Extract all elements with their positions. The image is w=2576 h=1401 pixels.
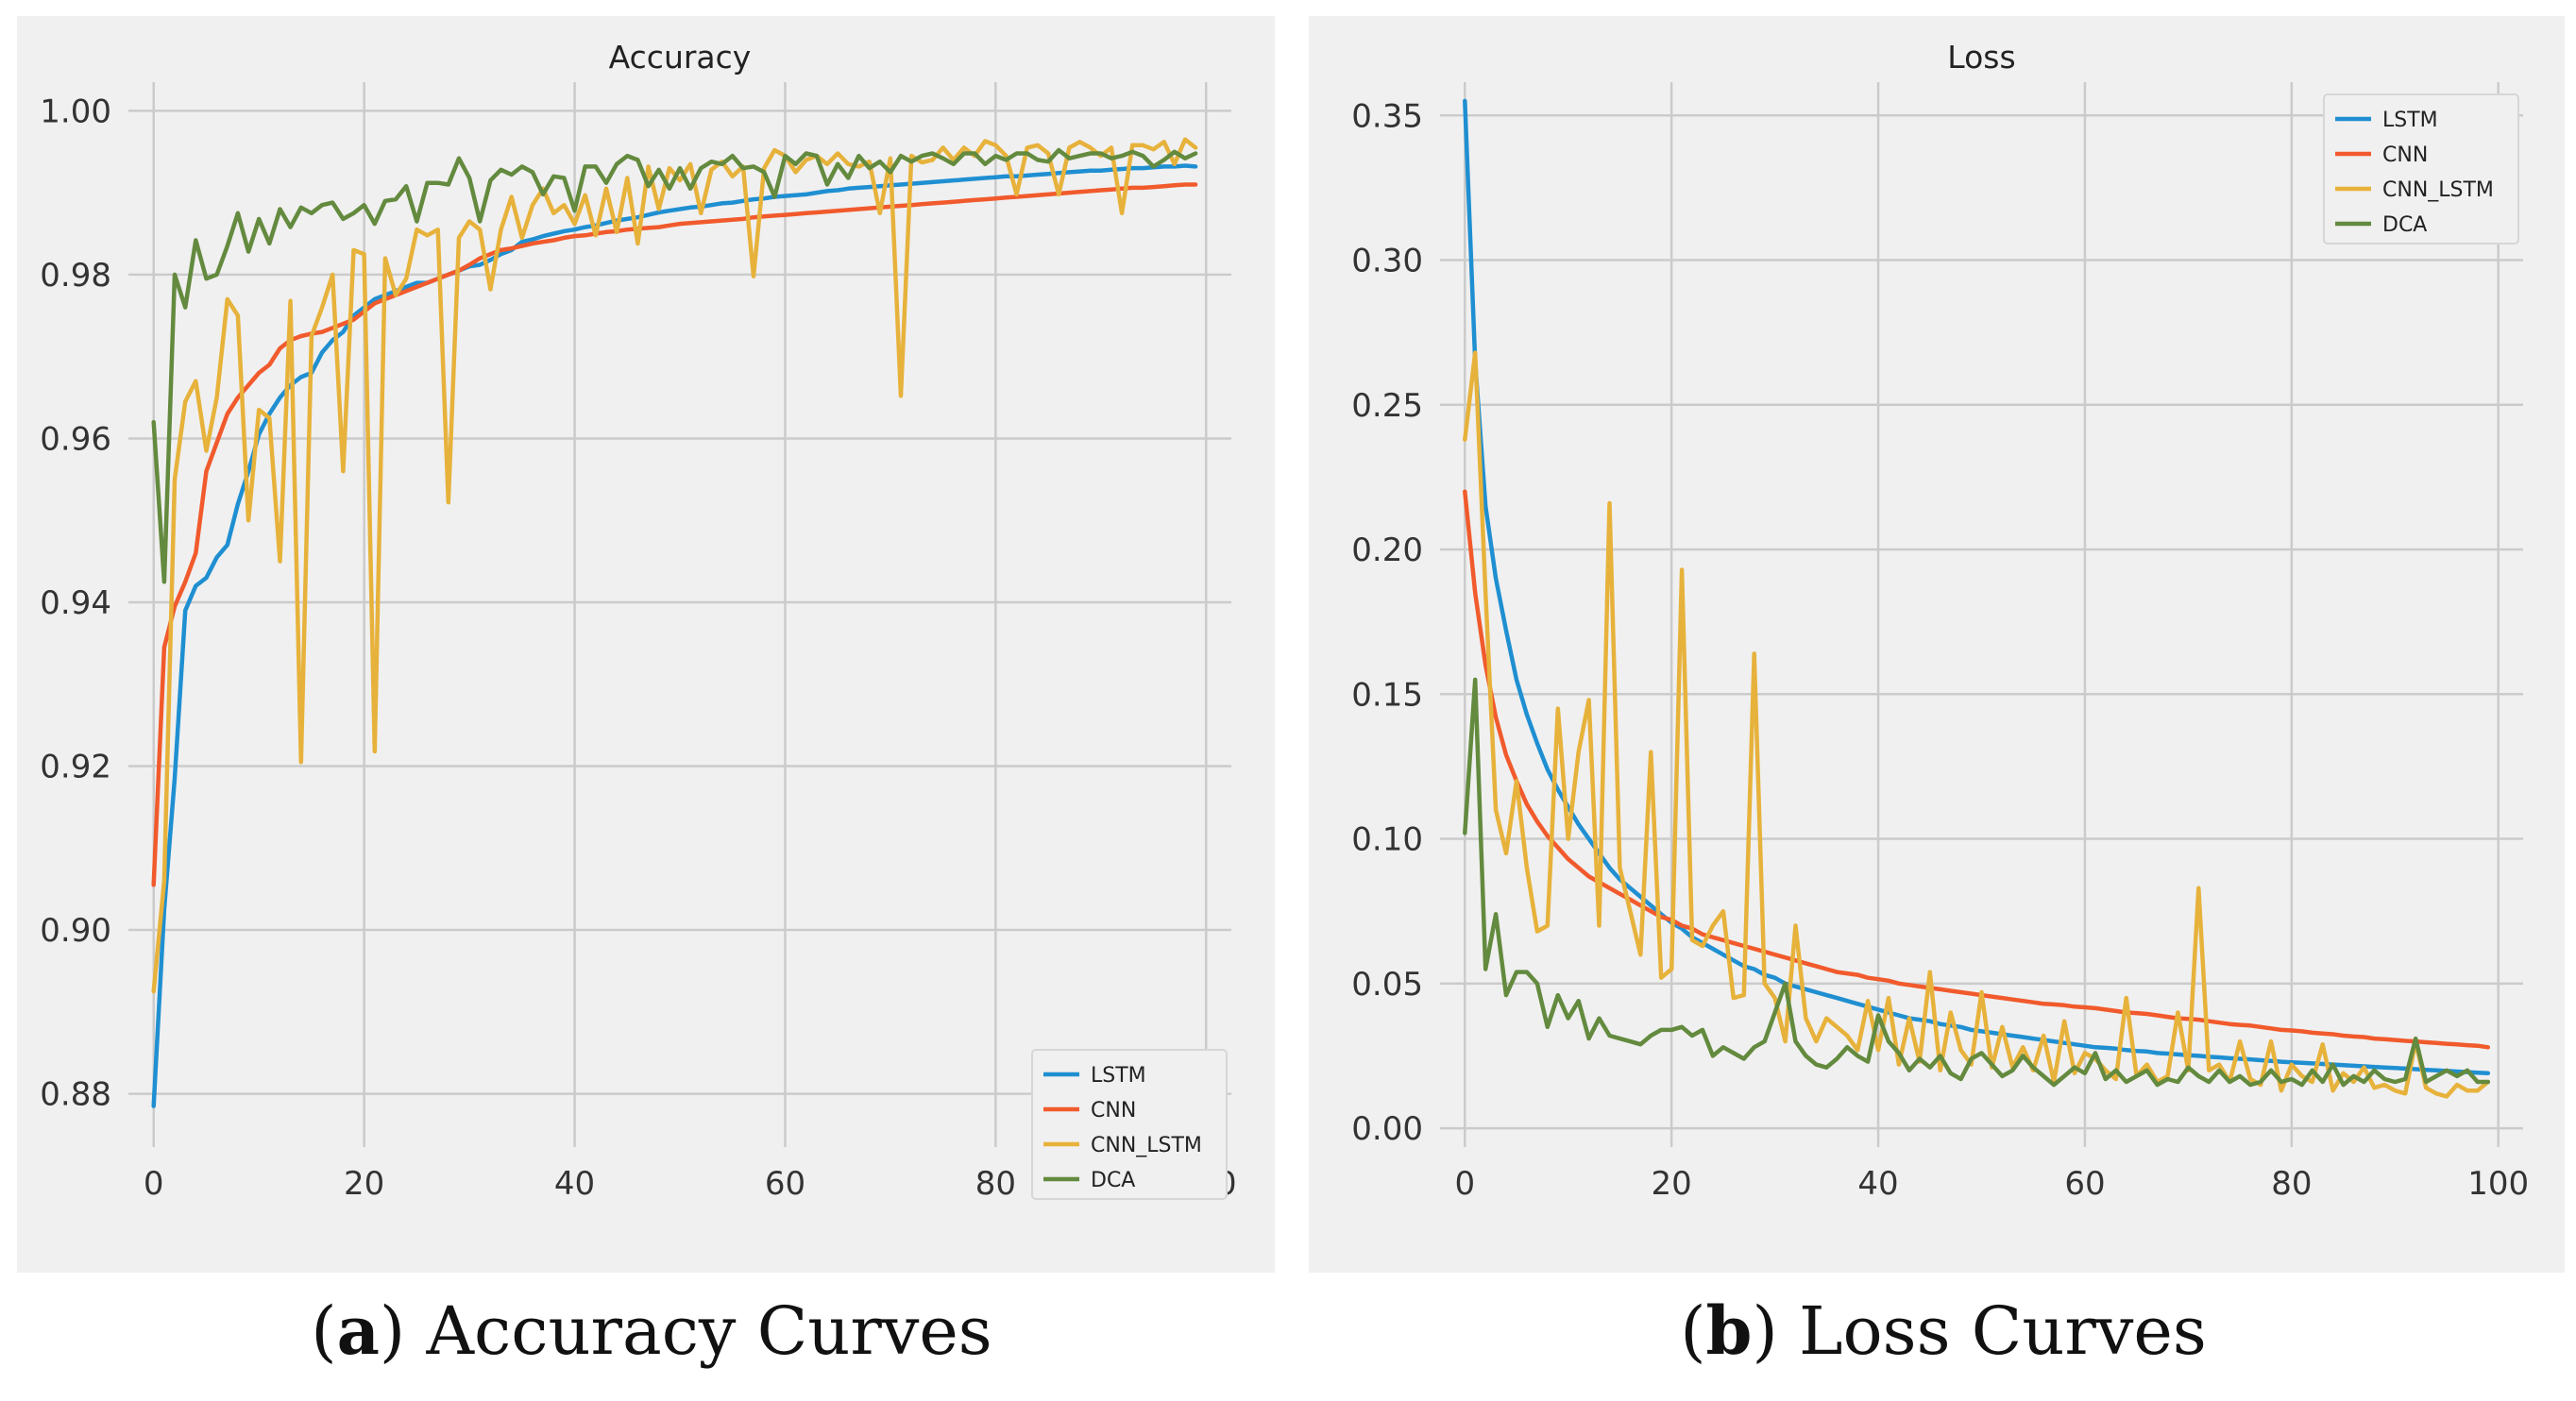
caption-accuracy-text: Accuracy Curves	[426, 1292, 992, 1370]
loss-y-tick-label: 0.05	[1351, 966, 1423, 1004]
loss-legend-label: CNN	[2382, 143, 2428, 167]
loss-x-tick-label: 40	[1857, 1165, 1898, 1203]
accuracy-legend-label: CNN_LSTM	[1091, 1134, 1202, 1157]
accuracy-legend	[1031, 1049, 1228, 1200]
accuracy-y-tick-label: 0.92	[40, 749, 111, 786]
accuracy-x-tick-label: 0	[144, 1165, 164, 1203]
loss-y-tick-label: 0.25	[1351, 387, 1423, 425]
loss-legend-label: LSTM	[2382, 109, 2438, 132]
loss-x-tick-label: 80	[2271, 1165, 2312, 1203]
loss-x-tick-label: 60	[2064, 1165, 2105, 1203]
caption-accuracy: (a) Accuracy Curves	[311, 1291, 992, 1370]
accuracy-chart-panel: 0.880.900.920.940.960.981.00020406080100…	[17, 16, 1275, 1277]
accuracy-legend-label: LSTM	[1091, 1064, 1146, 1088]
loss-y-tick-label: 0.30	[1351, 243, 1423, 280]
accuracy-y-tick-label: 0.90	[40, 912, 111, 950]
loss-series-line-cnn-lstm	[1463, 350, 2491, 1099]
caption-loss: (b) Loss Curves	[1680, 1291, 2207, 1370]
accuracy-chart-title: Accuracy	[609, 39, 752, 76]
accuracy-y-tick-label: 0.98	[40, 257, 111, 295]
accuracy-legend-label: CNN	[1091, 1099, 1136, 1122]
loss-series-line-cnn	[1463, 489, 2491, 1050]
loss-x-tick-label: 20	[1652, 1165, 1692, 1203]
loss-chart-title: Loss	[1947, 39, 2015, 76]
loss-legend	[2323, 93, 2519, 245]
accuracy-y-tick-label: 0.96	[40, 420, 111, 458]
loss-chart: 0.00 0.05 0.10 0.15 0.20 0.25 0.30 0.35 0 20 40 60 8…	[1309, 16, 2565, 1273]
loss-y-tick-label: 0.35	[1351, 97, 1423, 135]
loss-x-tick-label: 0	[1454, 1165, 1475, 1203]
accuracy-series-line-cnn	[151, 182, 1198, 887]
caption-accuracy-letter: a	[336, 1291, 380, 1370]
caption-loss-letter: b	[1705, 1291, 1753, 1370]
loss-chart-panel: 0.00 0.05 0.10 0.15 0.20 0.25 0.30 0.35 0 20 40 60 8…	[1309, 16, 2565, 1277]
loss-y-tick-label: 0.15	[1351, 676, 1423, 714]
accuracy-y-tick-label: 1.00	[40, 93, 111, 130]
accuracy-x-tick-label: 20	[344, 1165, 384, 1203]
accuracy-x-tick-label: 80	[975, 1165, 1016, 1203]
accuracy-legend-label: DCA	[1091, 1169, 1135, 1192]
accuracy-chart: 0.880.900.920.940.960.981.00020406080100…	[17, 16, 1275, 1273]
loss-legend-label: CNN_LSTM	[2382, 178, 2494, 202]
loss-y-tick-label: 0.10	[1351, 821, 1423, 859]
loss-x-tick-label: 100	[2467, 1165, 2529, 1203]
accuracy-x-tick-label: 60	[765, 1165, 805, 1203]
accuracy-x-tick-label: 40	[554, 1165, 595, 1203]
caption-loss-text: Loss Curves	[1799, 1292, 2207, 1370]
accuracy-series-line-dca	[151, 147, 1198, 584]
loss-y-tick-label: 0.00	[1351, 1110, 1423, 1148]
loss-series-line-dca	[1463, 677, 2491, 1088]
accuracy-y-tick-label: 0.94	[40, 584, 111, 622]
accuracy-y-tick-label: 0.88	[40, 1076, 111, 1114]
loss-y-tick-label: 0.20	[1351, 532, 1423, 569]
loss-legend-label: DCA	[2382, 213, 2427, 237]
